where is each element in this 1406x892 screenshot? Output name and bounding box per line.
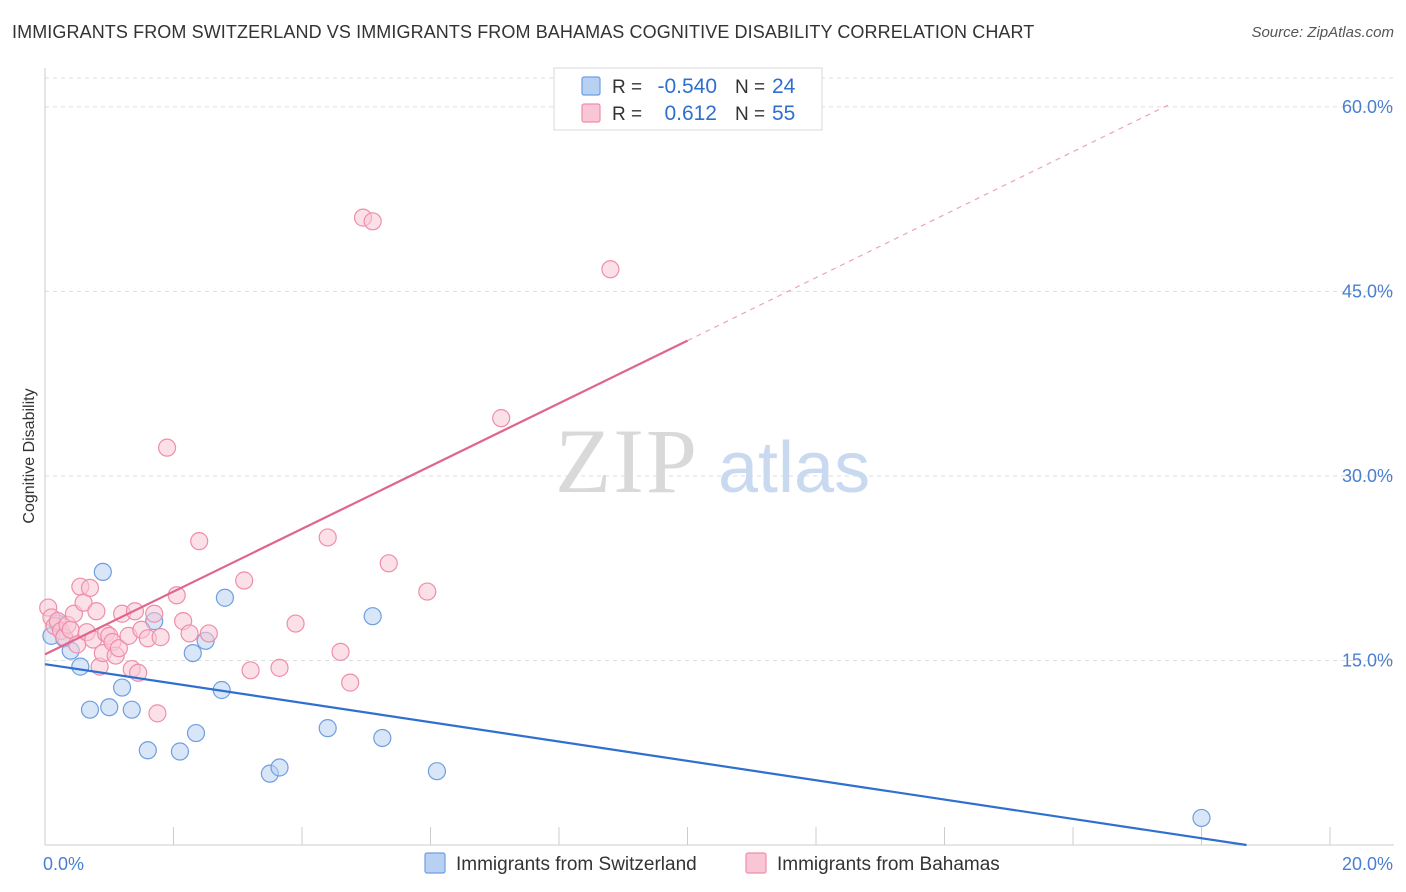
switzerland-point	[318, 719, 337, 738]
switzerland-point	[1192, 808, 1211, 828]
switzerland-point	[186, 723, 206, 743]
bahamas-point	[379, 554, 398, 573]
watermark-atlas: atlas	[718, 428, 870, 508]
bahamas-point	[190, 532, 209, 551]
switzerland-point	[93, 562, 112, 582]
bahamas-point	[157, 438, 177, 457]
bahamas-point	[109, 639, 128, 658]
y-tick-label: 15.0%	[1342, 650, 1393, 670]
series-legend: Immigrants from Switzerland Immigrants fr…	[424, 852, 1000, 875]
bahamas-swatch	[581, 103, 601, 123]
data-points	[39, 208, 1211, 828]
bahamas-point	[235, 571, 254, 590]
switzerland-point	[122, 700, 141, 719]
switzerland-point	[138, 741, 157, 760]
switzerland-point	[427, 762, 447, 781]
switzerland-point	[363, 607, 382, 626]
bahamas-point	[145, 604, 164, 623]
switzerland-point	[80, 700, 100, 719]
switzerland-point	[112, 678, 132, 697]
switzerland-point	[270, 758, 289, 777]
bahamas-point	[80, 578, 100, 597]
watermark: ZIP atlas	[555, 410, 870, 512]
switzerland-point	[183, 643, 202, 663]
bahamas-point	[180, 624, 199, 643]
x-tick-label: 20.0%	[1342, 854, 1393, 874]
bahamas-point	[418, 582, 437, 601]
bahamas-point	[270, 658, 289, 677]
y-tick-label: 60.0%	[1342, 97, 1393, 117]
bahamas-point	[151, 628, 170, 647]
n-value: 24	[772, 75, 796, 98]
bahamas-point	[363, 212, 382, 231]
watermark-zip: ZIP	[555, 410, 699, 512]
r-value: -0.540	[657, 75, 717, 98]
switzerland-point	[373, 728, 392, 748]
y-tick-label: 30.0%	[1342, 466, 1393, 486]
r-label: R =	[612, 77, 642, 98]
bahamas-trend-line	[44, 339, 688, 656]
bahamas-point	[331, 642, 350, 661]
bahamas-point	[241, 661, 260, 680]
bahamas-point	[286, 614, 305, 633]
n-label: N =	[735, 104, 765, 125]
legend-swatch-bahamas	[745, 852, 767, 874]
bahamas-point	[318, 528, 337, 547]
bahamas-point	[601, 260, 620, 279]
legend-swatch-switzerland	[424, 852, 446, 874]
bahamas-point	[492, 409, 511, 428]
switzerland-point	[71, 657, 90, 676]
bahamas-point	[148, 704, 167, 723]
stats-legend: R = -0.540 N = 24 R = 0.612 N = 55	[553, 67, 823, 131]
axes: 15.0% 30.0% 45.0% 60.0% 0.0% 20.0%	[43, 68, 1394, 874]
chart-title: IMMIGRANTS FROM SWITZERLAND VS IMMIGRANT…	[12, 22, 1035, 42]
legend-label-switzerland: Immigrants from Switzerland	[456, 854, 697, 875]
bahamas-trend-extension	[687, 103, 1170, 342]
switzerland-point	[170, 742, 190, 761]
source-label: Source: ZipAtlas.com	[1251, 24, 1394, 41]
switzerland-point	[100, 698, 119, 717]
r-value: 0.612	[664, 102, 717, 125]
switzerland-trend-line	[44, 663, 1247, 847]
legend-label-bahamas: Immigrants from Bahamas	[777, 854, 1000, 875]
bahamas-point	[87, 602, 106, 621]
x-tick-label: 0.0%	[43, 854, 84, 874]
switzerland-point	[215, 588, 234, 607]
y-tick-label: 45.0%	[1342, 281, 1393, 301]
bahamas-point	[341, 673, 360, 692]
trend-lines	[44, 103, 1247, 847]
switzerland-swatch	[581, 76, 601, 96]
y-axis-label: Cognitive Disability	[21, 388, 38, 523]
n-label: N =	[735, 77, 765, 98]
bahamas-point	[199, 624, 218, 643]
n-value: 55	[772, 102, 795, 125]
r-label: R =	[612, 104, 642, 125]
